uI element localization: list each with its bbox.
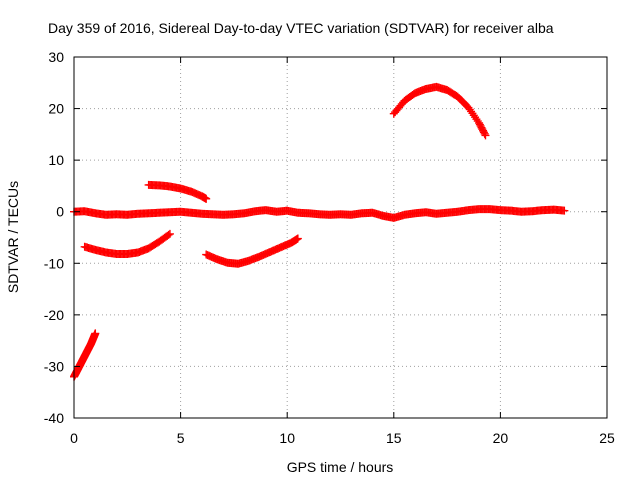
data-point bbox=[293, 234, 302, 243]
series-segment-5 bbox=[202, 234, 302, 268]
data-point bbox=[480, 129, 489, 138]
y-tick-label: 30 bbox=[48, 49, 64, 65]
series-segment-2 bbox=[70, 205, 569, 222]
y-tick-label: 20 bbox=[48, 101, 64, 117]
x-tick-label: 15 bbox=[386, 430, 402, 446]
data-series bbox=[70, 82, 569, 381]
plot-frame bbox=[73, 56, 608, 419]
x-tick-label: 20 bbox=[493, 430, 509, 446]
data-point bbox=[481, 131, 490, 140]
series-segment-4 bbox=[144, 180, 211, 203]
x-axis-label: GPS time / hours bbox=[287, 459, 394, 475]
y-tick-label: -20 bbox=[44, 307, 64, 323]
data-point bbox=[91, 329, 100, 338]
data-point bbox=[202, 194, 211, 203]
x-tick-label: 10 bbox=[279, 430, 295, 446]
y-tick-label: -40 bbox=[44, 410, 64, 426]
y-axis-label: SDTVAR / TECUs bbox=[5, 181, 21, 293]
axis-ticks bbox=[73, 56, 608, 419]
x-tick-label: 5 bbox=[177, 430, 185, 446]
series-segment-3 bbox=[80, 229, 174, 259]
x-tick-label: 0 bbox=[70, 430, 78, 446]
x-tick-label: 25 bbox=[599, 430, 615, 446]
grid-lines bbox=[74, 57, 607, 418]
series-segment-6 bbox=[389, 82, 490, 140]
tick-labels: 0 5 10 15 20 25 -40 -30 -20 -10 0 10 20 30 bbox=[44, 49, 615, 446]
series-segment-1 bbox=[70, 329, 100, 381]
data-point bbox=[164, 230, 173, 239]
y-tick-label: 10 bbox=[48, 152, 64, 168]
y-tick-label: -30 bbox=[44, 358, 64, 374]
y-tick-label: 0 bbox=[56, 204, 64, 220]
y-tick-label: -10 bbox=[44, 255, 64, 271]
chart-title: Day 359 of 2016, Sidereal Day-to-day VTE… bbox=[48, 20, 554, 36]
data-point bbox=[560, 206, 569, 215]
data-point bbox=[165, 229, 174, 238]
